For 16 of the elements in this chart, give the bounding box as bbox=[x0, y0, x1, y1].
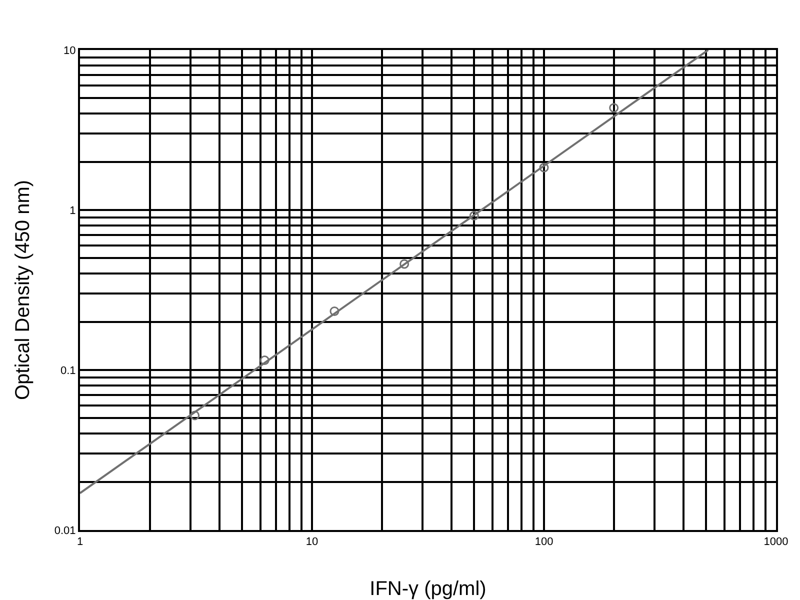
point bbox=[609, 103, 619, 113]
y-tick-label: 10 bbox=[64, 44, 76, 57]
y-tick-label: 0.01 bbox=[54, 524, 76, 537]
point bbox=[330, 306, 340, 316]
point bbox=[469, 211, 479, 221]
point bbox=[260, 356, 270, 366]
x-tick-label: 1000 bbox=[764, 536, 788, 548]
x-tick-label: 10 bbox=[306, 536, 318, 548]
point bbox=[539, 162, 549, 172]
point bbox=[190, 410, 200, 420]
x-tick-label: 100 bbox=[534, 536, 554, 548]
y-axis-title: Optical Density (450 nm) bbox=[12, 180, 34, 400]
x-axis-title: IFN-γ (pg/ml) bbox=[370, 578, 486, 600]
y-tick-label: 1 bbox=[70, 204, 76, 217]
y-tick-label: 0.1 bbox=[60, 364, 76, 377]
point bbox=[400, 259, 410, 269]
